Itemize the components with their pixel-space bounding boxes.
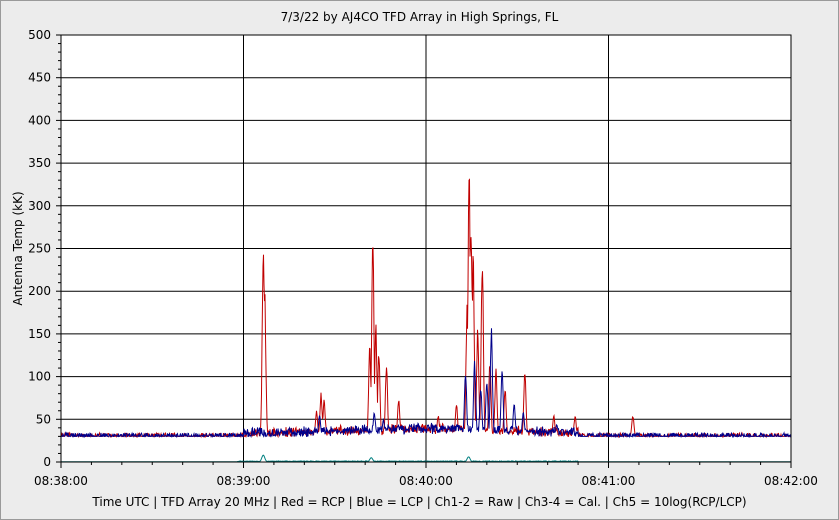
x-axis-label: Time UTC | TFD Array 20 MHz | Red = RCP …: [92, 495, 747, 509]
chart-title: 7/3/22 by AJ4CO TFD Array in High Spring…: [280, 10, 559, 24]
y-tick-label: 400: [28, 113, 51, 127]
y-tick-label: 200: [28, 284, 51, 298]
y-tick-label: 50: [36, 412, 51, 426]
series-lcp-line: [60, 328, 792, 439]
y-tick-label: 300: [28, 199, 51, 213]
y-tick-label: 250: [28, 242, 51, 256]
y-tick-label: 150: [28, 327, 51, 341]
x-tick-label: 08:39:00: [217, 474, 271, 488]
y-tick-label: 0: [43, 455, 51, 469]
x-tick-label: 08:42:00: [764, 474, 818, 488]
plot-border: [60, 34, 792, 463]
x-tick-label: 08:38:00: [34, 474, 88, 488]
y-tick-label: 450: [28, 71, 51, 85]
y-tick-label: 100: [28, 370, 51, 384]
x-tick-label: 08:40:00: [399, 474, 453, 488]
y-tick-label: 500: [28, 28, 51, 42]
y-axis-label: Antenna Temp (kK): [11, 191, 25, 305]
y-tick-label: 350: [28, 156, 51, 170]
x-tick-label: 08:41:00: [582, 474, 636, 488]
